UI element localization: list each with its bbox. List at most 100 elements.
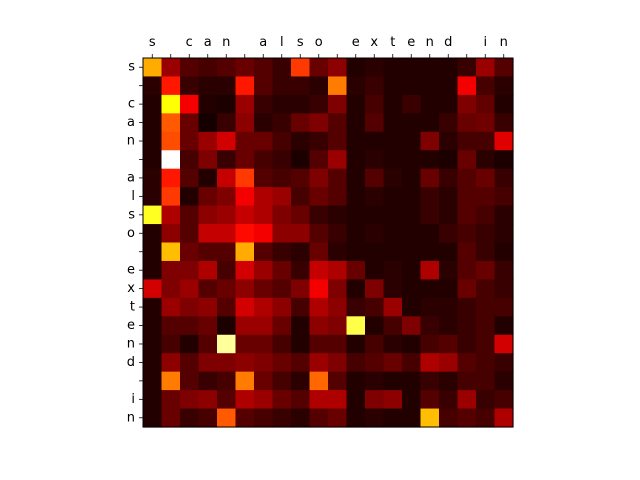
heatmap-cell-r3-c3 — [198, 113, 218, 133]
heatmap-cell-r15-c6 — [254, 334, 274, 354]
heatmap-cell-r5-c5 — [235, 150, 255, 170]
heatmap-cell-r19-c13 — [383, 408, 403, 428]
heatmap-cell-r2-c5 — [235, 94, 255, 114]
x-tick-label-9: o — [315, 35, 323, 50]
heatmap-cell-r13-c5 — [235, 297, 255, 317]
heatmap-cell-r3-c6 — [254, 113, 274, 133]
x-tick-label-2: c — [186, 35, 193, 50]
heatmap-cell-r10-c15 — [420, 242, 440, 262]
heatmap-cell-r11-c14 — [402, 260, 422, 280]
heatmap-cell-r11-c8 — [291, 260, 311, 280]
heatmap-cell-r8-c18 — [476, 205, 496, 225]
heatmap-cell-r9-c15 — [420, 224, 440, 244]
heatmap-cell-r18-c1 — [161, 390, 181, 410]
plot-frame — [142, 57, 514, 428]
heatmap-cell-r0-c19 — [494, 58, 514, 78]
heatmap-cell-r1-c7 — [272, 76, 292, 96]
x-tick-label-0: s — [149, 35, 156, 50]
heatmap-cell-r10-c7 — [272, 242, 292, 262]
y-tick-label-18: i — [131, 392, 135, 407]
heatmap-cell-r15-c19 — [494, 334, 514, 354]
heatmap-cell-r6-c15 — [420, 168, 440, 188]
heatmap-cell-r2-c12 — [365, 94, 385, 114]
heatmap-cell-r12-c19 — [494, 279, 514, 299]
heatmap-cell-r17-c6 — [254, 371, 274, 391]
heatmap-cell-r19-c19 — [494, 408, 514, 428]
heatmap-cell-r10-c6 — [254, 242, 274, 262]
heatmap-cell-r2-c11 — [346, 94, 366, 114]
heatmap-cell-r14-c18 — [476, 316, 496, 336]
heatmap-cell-r3-c13 — [383, 113, 403, 133]
heatmap-cell-r14-c15 — [420, 316, 440, 336]
heatmap-cell-r18-c0 — [143, 390, 163, 410]
heatmap-cell-r7-c4 — [217, 187, 237, 207]
heatmap-cell-r3-c5 — [235, 113, 255, 133]
heatmap-cell-r16-c15 — [420, 353, 440, 373]
heatmap-cell-r4-c2 — [180, 131, 200, 151]
heatmap-cell-r4-c3 — [198, 131, 218, 151]
heatmap-cell-r7-c17 — [457, 187, 477, 207]
x-tick-label-11: e — [352, 35, 360, 50]
heatmap-cell-r9-c5 — [235, 224, 255, 244]
heatmap-cell-r5-c9 — [309, 150, 329, 170]
heatmap-cell-r18-c8 — [291, 390, 311, 410]
heatmap-cell-r5-c15 — [420, 150, 440, 170]
y-tick-label-16: d — [127, 355, 135, 370]
x-tick-label-14: e — [407, 35, 415, 50]
heatmap-cell-r5-c12 — [365, 150, 385, 170]
heatmap-cell-r19-c11 — [346, 408, 366, 428]
heatmap-cell-r2-c6 — [254, 94, 274, 114]
heatmap-cell-r6-c5 — [235, 168, 255, 188]
heatmap-cell-r12-c4 — [217, 279, 237, 299]
heatmap-cell-r11-c7 — [272, 260, 292, 280]
heatmap-cell-r6-c1 — [161, 168, 181, 188]
heatmap-cell-r10-c16 — [439, 242, 459, 262]
heatmap-cell-r12-c17 — [457, 279, 477, 299]
heatmap-cell-r12-c12 — [365, 279, 385, 299]
heatmap-cell-r19-c1 — [161, 408, 181, 428]
heatmap-cell-r18-c7 — [272, 390, 292, 410]
heatmap-cell-r14-c16 — [439, 316, 459, 336]
heatmap-cell-r14-c14 — [402, 316, 422, 336]
heatmap-cell-r1-c11 — [346, 76, 366, 96]
heatmap-cell-r5-c19 — [494, 150, 514, 170]
heatmap-cell-r6-c17 — [457, 168, 477, 188]
heatmap-cell-r0-c17 — [457, 58, 477, 78]
heatmap-cell-r2-c8 — [291, 94, 311, 114]
heatmap-cell-r17-c12 — [365, 371, 385, 391]
heatmap-cell-r17-c1 — [161, 371, 181, 391]
x-tick-label-16: d — [444, 35, 452, 50]
heatmap-cell-r19-c2 — [180, 408, 200, 428]
heatmap-cell-r18-c13 — [383, 390, 403, 410]
heatmap-cell-r8-c14 — [402, 205, 422, 225]
heatmap-cell-r14-c3 — [198, 316, 218, 336]
heatmap-cell-r13-c19 — [494, 297, 514, 317]
heatmap-cell-r4-c5 — [235, 131, 255, 151]
heatmap-cell-r17-c19 — [494, 371, 514, 391]
heatmap-cell-r16-c18 — [476, 353, 496, 373]
heatmap-cell-r9-c17 — [457, 224, 477, 244]
heatmap-cell-r7-c8 — [291, 187, 311, 207]
heatmap-cell-r2-c17 — [457, 94, 477, 114]
x-tick-label-12: x — [370, 35, 378, 50]
heatmap-cell-r0-c13 — [383, 58, 403, 78]
heatmap-cell-r5-c2 — [180, 150, 200, 170]
heatmap-cell-r19-c9 — [309, 408, 329, 428]
heatmap-cell-r12-c1 — [161, 279, 181, 299]
heatmap-cell-r3-c2 — [180, 113, 200, 133]
heatmap-cell-r8-c9 — [309, 205, 329, 225]
heatmap-cell-r16-c19 — [494, 353, 514, 373]
heatmap-cell-r14-c17 — [457, 316, 477, 336]
heatmap-cell-r3-c10 — [328, 113, 348, 133]
heatmap-cell-r6-c10 — [328, 168, 348, 188]
y-tick-label-3: a — [127, 115, 135, 130]
heatmap-cell-r19-c10 — [328, 408, 348, 428]
heatmap-cell-r15-c15 — [420, 334, 440, 354]
heatmap-cell-r18-c10 — [328, 390, 348, 410]
heatmap-cell-r12-c0 — [143, 279, 163, 299]
heatmap-cell-r7-c19 — [494, 187, 514, 207]
heatmap-cell-r11-c5 — [235, 260, 255, 280]
heatmap-cell-r15-c13 — [383, 334, 403, 354]
heatmap-cell-r12-c10 — [328, 279, 348, 299]
